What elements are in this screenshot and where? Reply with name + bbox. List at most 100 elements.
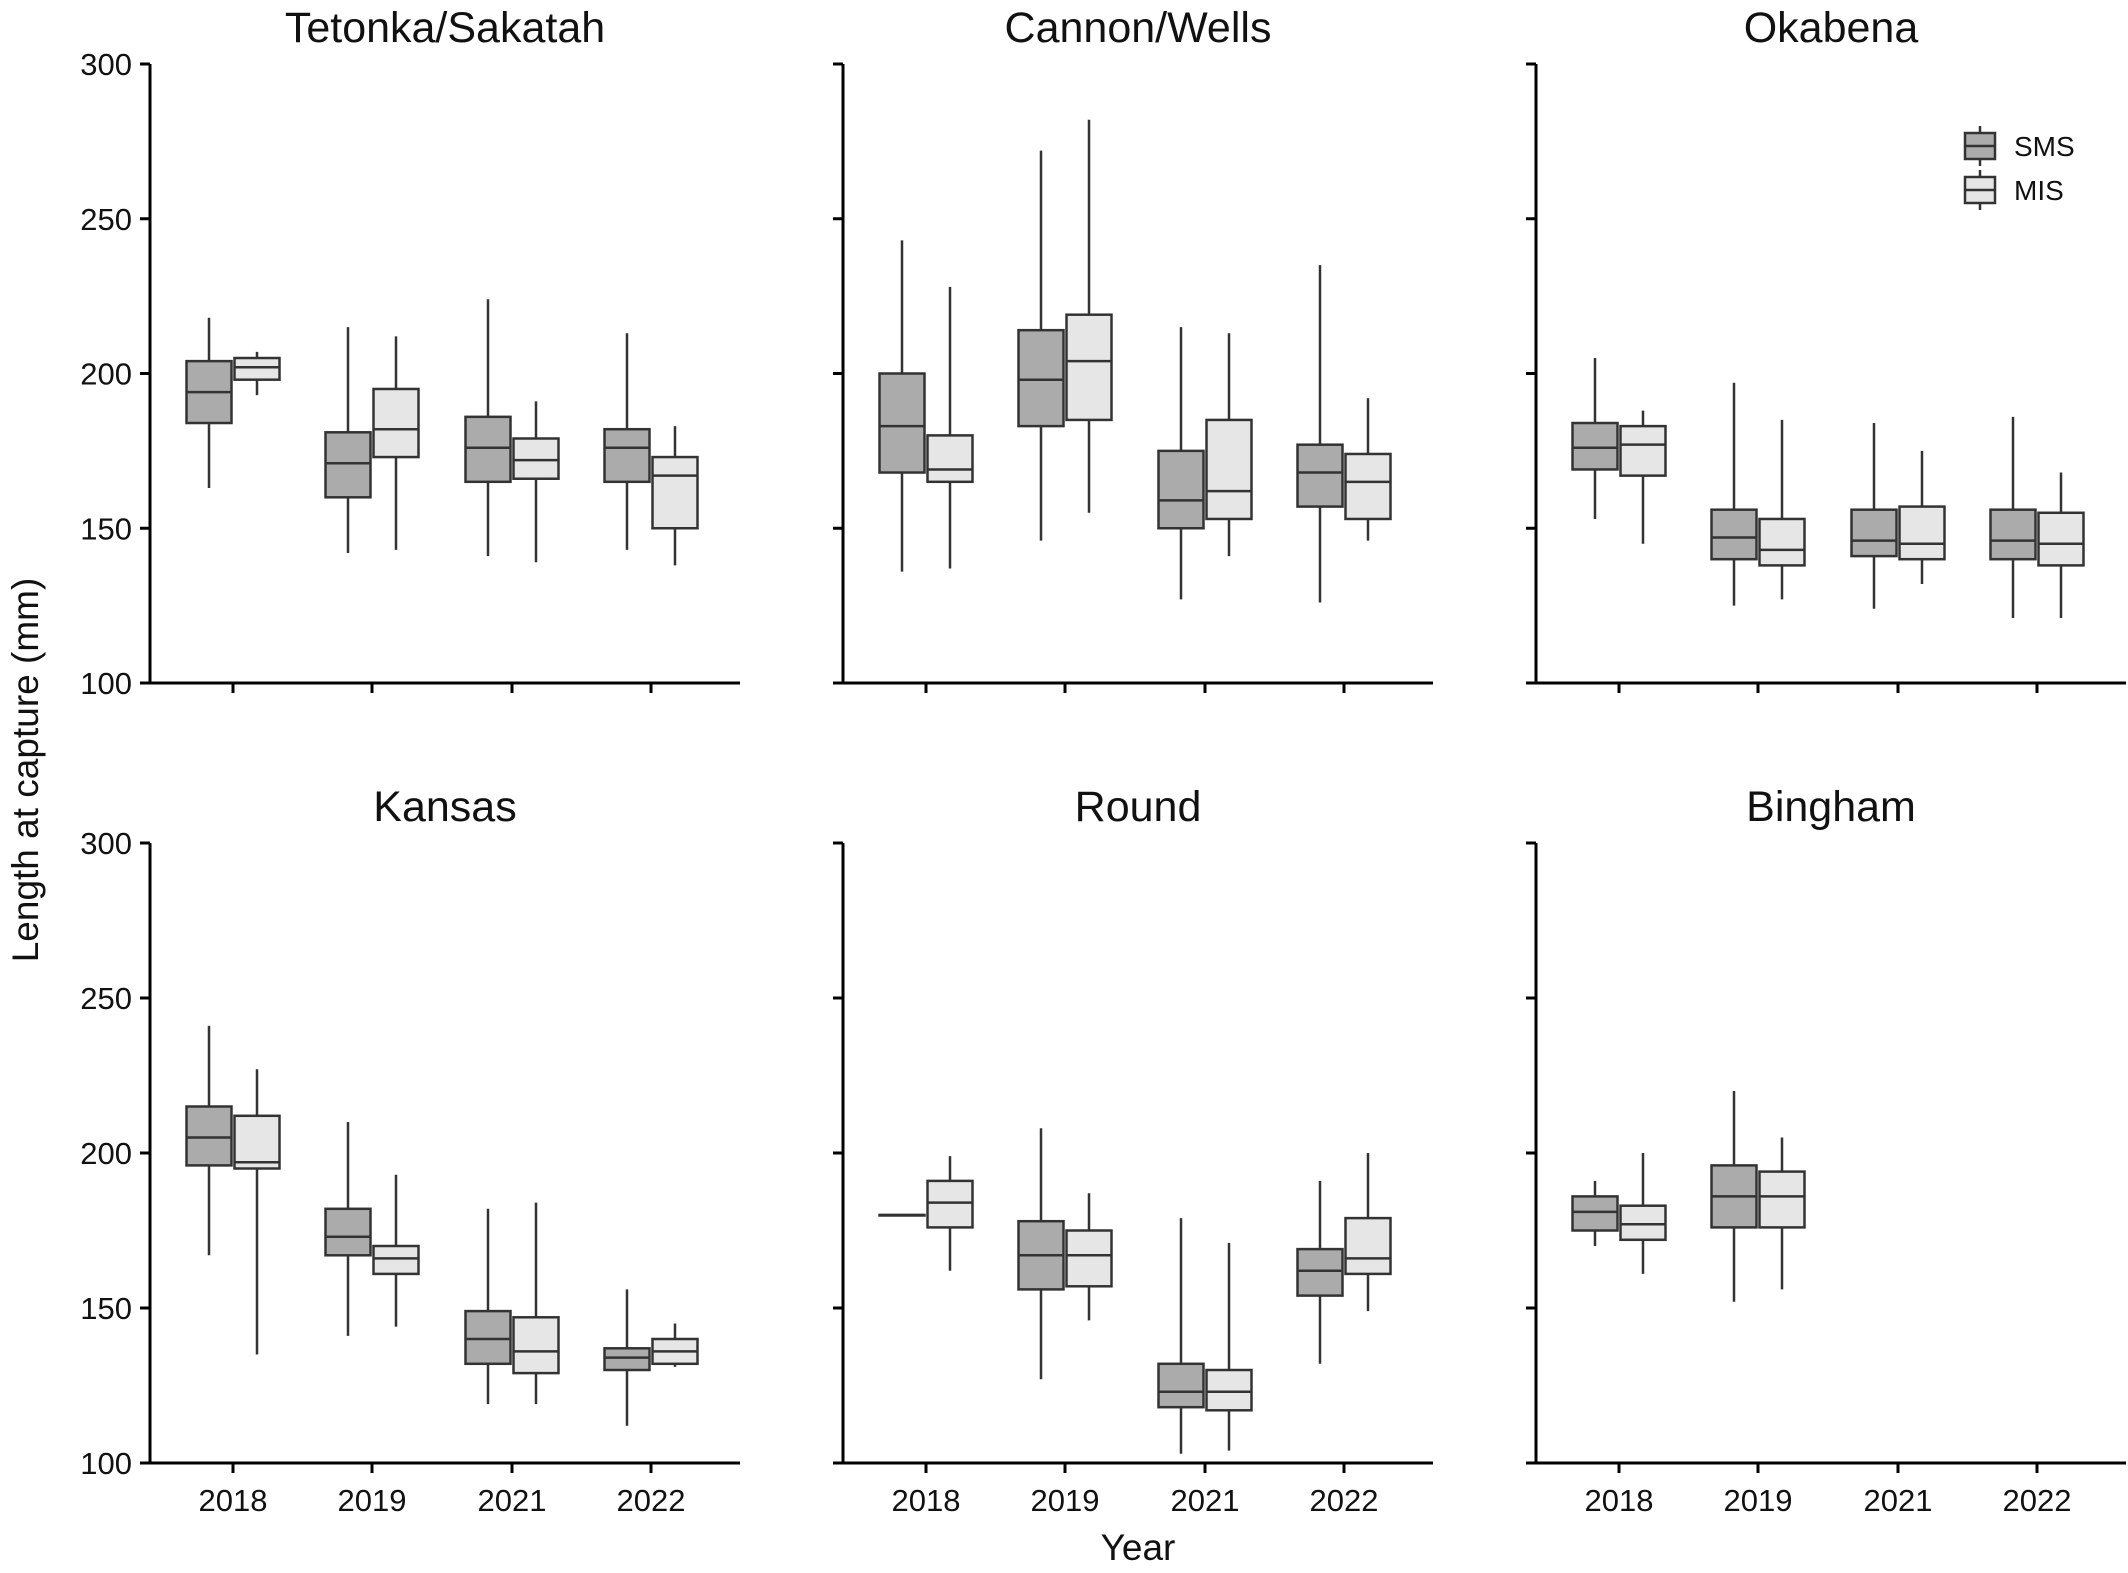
box-iqr xyxy=(878,372,926,474)
box-mis-2019 xyxy=(1065,1193,1113,1321)
y-tick-label: 300 xyxy=(80,47,132,82)
y-tick-label: 300 xyxy=(80,826,132,861)
box-sms-2019 xyxy=(1017,1128,1065,1380)
panel-title: Bingham xyxy=(1746,783,1916,831)
x-axis-title: Year xyxy=(1101,1527,1176,1568)
box-iqr xyxy=(512,1316,560,1375)
panel-kansas: Kansas 100 150 200 250 300 2018 2019 2021 2022 xyxy=(80,783,740,1518)
box-mis-2018 xyxy=(926,286,974,569)
box-iqr xyxy=(926,1179,974,1229)
panel-okabena: Okabena SMS MIS xyxy=(1526,4,2126,693)
box-sms-2019 xyxy=(324,327,372,554)
box-iqr xyxy=(233,356,281,381)
box-iqr xyxy=(1571,421,1619,471)
box-iqr xyxy=(1205,418,1253,521)
box-iqr xyxy=(464,1309,512,1366)
box-mis-2021 xyxy=(512,401,560,563)
box-iqr xyxy=(1017,328,1065,428)
y-tick-label: 250 xyxy=(80,981,132,1016)
box-mis-2021 xyxy=(512,1202,560,1405)
panel-title: Cannon/Wells xyxy=(1005,4,1272,52)
box-mis-2021 xyxy=(1205,1242,1253,1451)
box-iqr xyxy=(1296,1247,1344,1297)
box-sms-2022 xyxy=(1296,265,1344,603)
box-mis-2018 xyxy=(926,1156,974,1271)
box-mis-2019 xyxy=(1758,419,1806,600)
box-iqr xyxy=(1619,1204,1667,1242)
x-tick-label: 2022 xyxy=(1310,1483,1379,1518)
y-tick-label: 200 xyxy=(80,357,132,392)
legend: SMS MIS xyxy=(1963,126,2075,210)
panel-tetonka-sakatah: Tetonka/Sakatah 100 150 200 250 300 xyxy=(80,4,740,701)
x-tick-label: 2021 xyxy=(1171,1483,1240,1518)
y-tick-label: 100 xyxy=(80,1446,132,1481)
x-tick-label: 2022 xyxy=(2003,1483,2072,1518)
box-iqr xyxy=(233,1114,281,1170)
x-tick-label: 2019 xyxy=(1031,1483,1100,1518)
box-iqr xyxy=(1157,449,1205,530)
panel-bingham: Bingham 2018 2019 2021 2022 xyxy=(1526,783,2126,1518)
box-sms-2019 xyxy=(324,1122,372,1336)
box-iqr xyxy=(1065,1229,1113,1288)
x-tick-label: 2018 xyxy=(199,1483,268,1518)
x-tick-label: 2021 xyxy=(478,1483,547,1518)
box-mis-2018 xyxy=(1619,410,1667,544)
x-tick-label: 2018 xyxy=(1585,1483,1654,1518)
box-mis-2018 xyxy=(1619,1153,1667,1274)
box-iqr xyxy=(1571,1195,1619,1232)
box-mis-2019 xyxy=(1758,1137,1806,1290)
box-mis-2019 xyxy=(1065,119,1113,513)
box-iqr xyxy=(1758,517,1806,567)
box-iqr xyxy=(324,1207,372,1257)
box-mis-2018 xyxy=(233,351,281,396)
x-tick-label: 2019 xyxy=(1724,1483,1793,1518)
box-iqr xyxy=(1205,1368,1253,1412)
y-tick-label: 250 xyxy=(80,202,132,237)
box-sms-2018 xyxy=(185,317,233,489)
box-sms-2021 xyxy=(464,299,512,557)
box-mis-2022 xyxy=(651,426,699,566)
box-sms-2018 xyxy=(1571,358,1619,519)
box-mis-2022 xyxy=(651,1323,699,1367)
box-mis-2019 xyxy=(372,336,420,550)
x-tick-label: 2018 xyxy=(892,1483,961,1518)
box-iqr xyxy=(1758,1170,1806,1229)
box-sms-2018 xyxy=(878,1213,926,1217)
box-sms-2021 xyxy=(464,1208,512,1405)
box-iqr xyxy=(1710,508,1758,561)
box-mis-2021 xyxy=(1898,450,1946,584)
y-axis-title: Length at capture (mm) xyxy=(5,578,46,963)
box-sms-2018 xyxy=(1571,1180,1619,1246)
panel-title: Tetonka/Sakatah xyxy=(285,4,605,52)
box-iqr xyxy=(603,1347,651,1372)
y-tick-label: 150 xyxy=(80,511,132,546)
box-iqr xyxy=(324,431,372,499)
box-iqr xyxy=(2037,511,2085,567)
box-mis-2022 xyxy=(2037,472,2085,619)
box-iqr xyxy=(185,1105,233,1167)
box-iqr xyxy=(1989,508,2037,561)
box-sms-2021 xyxy=(1157,327,1205,600)
box-iqr xyxy=(1065,313,1113,422)
legend-label-sms: SMS xyxy=(2014,131,2075,162)
box-iqr xyxy=(464,415,512,484)
box-mis-2018 xyxy=(233,1069,281,1355)
box-iqr xyxy=(651,455,699,530)
panel-title: Kansas xyxy=(373,783,516,831)
x-tick-label: 2019 xyxy=(338,1483,407,1518)
box-sms-2021 xyxy=(1850,423,1898,609)
y-tick-label: 150 xyxy=(80,1291,132,1326)
box-sms-2019 xyxy=(1017,150,1065,541)
box-sms-2022 xyxy=(1296,1180,1344,1364)
box-mis-2019 xyxy=(372,1174,420,1327)
box-iqr xyxy=(926,434,974,484)
box-sms-2018 xyxy=(878,240,926,572)
legend-label-mis: MIS xyxy=(2014,175,2064,206)
x-tick-label: 2021 xyxy=(1864,1483,1933,1518)
box-sms-2022 xyxy=(603,333,651,550)
box-iqr xyxy=(372,1244,420,1276)
x-tick-label: 2022 xyxy=(617,1483,686,1518)
box-sms-2021 xyxy=(1157,1218,1205,1454)
